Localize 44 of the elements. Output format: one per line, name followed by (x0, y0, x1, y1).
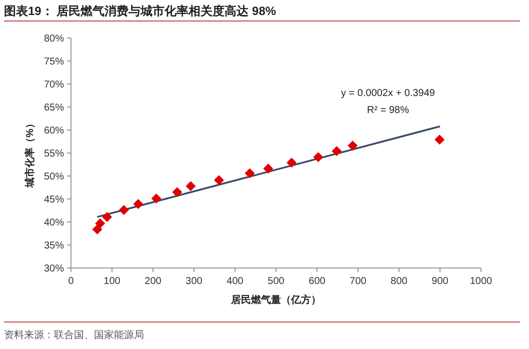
x-tick-label: 400 (226, 276, 244, 287)
point (95, 218, 106, 228)
x-tick-label: 600 (308, 276, 326, 287)
point (186, 181, 196, 192)
x-tick-label: 200 (144, 276, 162, 287)
y-tick-label: 70% (44, 80, 64, 90)
y-tick-label: 40% (44, 218, 64, 228)
point (244, 168, 255, 178)
y-tick-label: 45% (44, 194, 64, 206)
chart-title: 图表19： 居民燃气消费与城市化率相关度高达 98% (4, 4, 276, 18)
y-tick-label: 35% (44, 240, 64, 252)
annotation: y = 0.0002x + 0.3949 (341, 88, 436, 99)
y-tick-label: 60% (44, 126, 64, 136)
y-tick-label: 75% (44, 56, 64, 68)
point (118, 205, 129, 216)
y-axis-title: 城市化率（%） (24, 118, 36, 188)
text: 资料来源：联合国、国家能源局 (4, 329, 144, 341)
annotation: R² = 98% (367, 105, 410, 116)
x-axis-title: 居民燃气量（亿方） (230, 294, 321, 306)
x-tick-label: 300 (186, 276, 203, 287)
x-tick-label: 700 (350, 276, 367, 287)
point (172, 187, 182, 198)
x-tick-label: 0 (68, 276, 74, 287)
x-tick-label: 900 (432, 276, 449, 287)
point (313, 152, 324, 162)
y-tick-label: 65% (44, 102, 64, 114)
y-tick-label: 55% (44, 148, 64, 160)
point (133, 199, 144, 210)
point (151, 194, 162, 204)
x-tick-label: 1000 (470, 276, 493, 287)
point (214, 175, 224, 186)
point (263, 164, 274, 174)
point (286, 158, 297, 168)
x-tick-label: 500 (268, 276, 285, 287)
point (92, 224, 102, 234)
point (102, 212, 112, 222)
x-tick-label: 100 (104, 276, 121, 287)
point (332, 146, 342, 156)
x-tick-label: 800 (390, 276, 408, 287)
y-tick-label: 50% (44, 172, 64, 182)
point (434, 134, 445, 145)
y-tick-label: 30% (44, 264, 64, 274)
point (348, 140, 358, 151)
y-tick-label: 80% (44, 34, 64, 44)
